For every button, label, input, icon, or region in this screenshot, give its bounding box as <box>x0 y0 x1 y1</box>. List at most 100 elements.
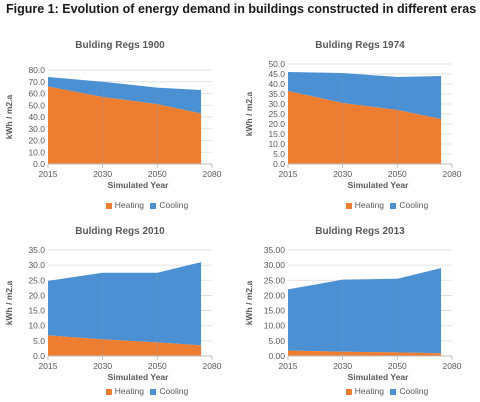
x-axis-title: Simulated Year <box>108 372 169 382</box>
series-area-heating <box>288 350 442 356</box>
area-chart-2010: 0.0 5.0 10.0 15.0 20.0 25.0 30.0 35.0 2015 2030 20… <box>4 245 222 382</box>
chart-panel-2010: Bulding Regs 2010 0.0 5.0 10.0 15.0 20.0 25.0… <box>0 212 240 402</box>
x-axis-title: Simulated Year <box>108 180 169 190</box>
y-tick-label: 35.0 <box>28 245 45 255</box>
x-tick-label: 2080 <box>443 361 462 371</box>
y-tick-label: 0.0 <box>33 159 45 169</box>
legend-swatch-heating <box>105 388 112 395</box>
chart-legend: Heating Cooling <box>0 386 240 396</box>
y-tick-label: 35.00 <box>264 245 286 255</box>
series-area-cooling <box>48 262 202 346</box>
legend-label-heating: Heating <box>114 200 145 210</box>
y-tick-label: 25.0 <box>268 109 285 119</box>
y-tick-label: 20.00 <box>264 290 286 300</box>
y-tick-label: 10.0 <box>28 321 45 331</box>
chart-title: Bulding Regs 2010 <box>75 226 165 237</box>
legend-swatch-heating <box>105 202 112 209</box>
x-axis-title: Simulated Year <box>348 180 409 190</box>
x-tick-label: 2050 <box>388 169 407 179</box>
y-axis-title: kWh / m2.a <box>4 281 14 326</box>
legend-label-heating: Heating <box>354 386 385 396</box>
chart-panel-2013: Bulding Regs 2013 0.00 5.00 10.00 15.00 20.0… <box>240 212 480 402</box>
x-tick-label: 2080 <box>203 169 222 179</box>
legend-swatch-cooling <box>390 388 397 395</box>
x-tick-label: 2080 <box>203 361 222 371</box>
y-tick-label: 0.00 <box>268 351 285 361</box>
series-area-heating <box>288 91 442 164</box>
figure-title: Figure 1: Evolution of energy demand in … <box>6 2 477 16</box>
x-tick-label: 2030 <box>333 169 352 179</box>
x-tick-label: 2030 <box>333 361 352 371</box>
y-tick-label: 20.0 <box>28 136 45 146</box>
y-tick-label: 5.0 <box>273 149 285 159</box>
x-axis-title: Simulated Year <box>348 372 409 382</box>
series-area-heating <box>48 335 202 356</box>
legend-label-cooling: Cooling <box>159 200 189 210</box>
y-tick-label: 5.00 <box>268 336 285 346</box>
legend-label-cooling: Cooling <box>399 386 429 396</box>
legend-swatch-cooling <box>150 202 157 209</box>
legend-label-cooling: Cooling <box>399 200 429 210</box>
legend-label-heating: Heating <box>354 200 385 210</box>
series-area-heating <box>48 86 202 164</box>
x-tick-label: 2030 <box>93 361 112 371</box>
legend-label-heating: Heating <box>114 386 145 396</box>
legend-swatch-cooling <box>390 202 397 209</box>
y-tick-label: 50.0 <box>268 59 285 69</box>
y-tick-label: 15.00 <box>264 306 286 316</box>
chart-title: Bulding Regs 1974 <box>315 40 405 51</box>
area-chart-1974: 0.05.010.015.020.025.030.035.040.045.050… <box>244 59 462 190</box>
y-axis-title: kWh / m2.a <box>244 281 254 326</box>
area-chart-1900: 0.0 10.020.0 30.0 40.0 50.060.0 70.0 80.0 2015 2… <box>4 65 222 190</box>
y-tick-label: 25.0 <box>28 275 45 285</box>
y-tick-label: 45.0 <box>268 69 285 79</box>
x-tick-label: 2015 <box>279 361 298 371</box>
chart-legend: Heating Cooling <box>240 200 480 210</box>
y-tick-label: 0.0 <box>33 351 45 361</box>
y-tick-label: 0.0 <box>273 159 285 169</box>
x-tick-label: 2050 <box>388 361 407 371</box>
y-tick-label: 50.0 <box>28 100 45 110</box>
legend-swatch-heating <box>345 202 352 209</box>
y-tick-label: 10.0 <box>28 147 45 157</box>
y-tick-label: 25.00 <box>264 275 286 285</box>
y-tick-label: 30.0 <box>28 124 45 134</box>
y-tick-label: 10.00 <box>264 321 286 331</box>
y-tick-label: 15.0 <box>268 129 285 139</box>
y-tick-label: 60.0 <box>28 89 45 99</box>
y-axis-title: kWh / m2.a <box>4 95 14 140</box>
x-tick-label: 2015 <box>279 169 298 179</box>
y-tick-label: 35.0 <box>268 89 285 99</box>
x-tick-label: 2015 <box>39 169 58 179</box>
y-tick-label: 40.0 <box>28 112 45 122</box>
chart-panel-1974: Bulding Regs 1974 0.0 5.0 10.0 15.0 20.0 25.0… <box>240 28 480 218</box>
y-tick-label: 5.0 <box>33 336 45 346</box>
chart-title: Bulding Regs 2013 <box>315 226 405 237</box>
y-tick-label: 30.0 <box>268 99 285 109</box>
y-tick-label: 70.0 <box>28 77 45 87</box>
y-tick-label: 30.0 <box>28 260 45 270</box>
chart-legend: Heating Cooling <box>240 386 480 396</box>
legend-swatch-cooling <box>150 388 157 395</box>
chart-title: Bulding Regs 1900 <box>75 40 165 51</box>
series-area-cooling <box>48 77 202 114</box>
y-tick-label: 10.0 <box>268 139 285 149</box>
legend-label-cooling: Cooling <box>159 386 189 396</box>
chart-panel-1900: Bulding Regs 1900 0.0 10.0 20.0 30.0 40.0 50.… <box>0 28 240 218</box>
y-tick-label: 40.0 <box>268 79 285 89</box>
y-tick-label: 20.0 <box>268 119 285 129</box>
legend-swatch-heating <box>345 388 352 395</box>
series-area-cooling <box>288 268 442 354</box>
y-tick-label: 30.00 <box>264 260 286 270</box>
x-tick-label: 2030 <box>93 169 112 179</box>
area-chart-2013: 0.00 5.00 10.00 15.00 20.00 25.00 30.00 35.00 20… <box>244 245 462 382</box>
y-tick-label: 15.0 <box>28 306 45 316</box>
x-tick-label: 2050 <box>148 361 167 371</box>
x-tick-label: 2050 <box>148 169 167 179</box>
x-tick-label: 2080 <box>443 169 462 179</box>
series-area-cooling <box>288 72 442 119</box>
y-axis-title: kWh / m2.a <box>244 92 254 137</box>
y-tick-label: 80.0 <box>28 65 45 75</box>
x-tick-label: 2015 <box>39 361 58 371</box>
chart-legend: Heating Cooling <box>0 200 240 210</box>
